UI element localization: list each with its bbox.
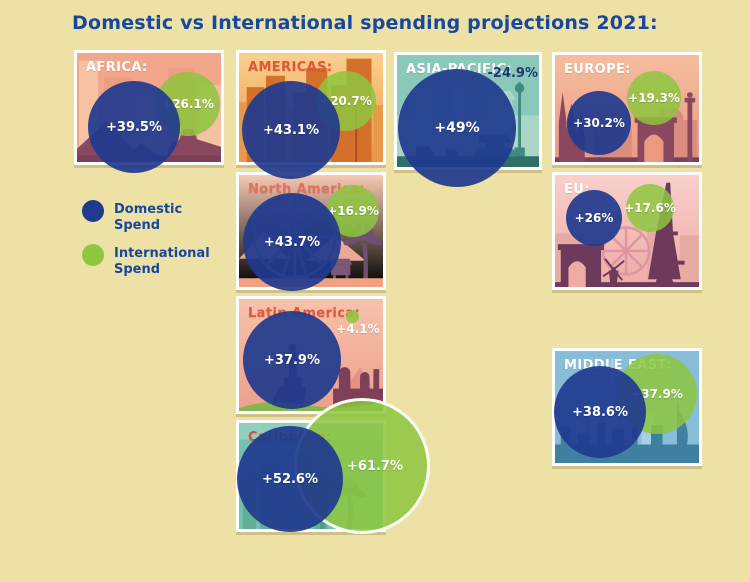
domestic-spend-swatch — [82, 200, 104, 222]
legend-row-domestic: Domestic Spend — [82, 200, 210, 235]
domestic-spend-label: Domestic Spend — [114, 202, 183, 234]
region-tile-eu: EU: — [552, 172, 702, 290]
europe-domestic-bubble: +30.2% — [567, 91, 631, 155]
latin-america-international-value: +4.1% — [336, 322, 380, 336]
africa-domestic-bubble: +39.5% — [88, 81, 180, 173]
region-title-americas: AMERICAS: — [248, 60, 333, 75]
legend-row-international: International Spend — [82, 243, 210, 279]
page-title: Domestic vs International spending proje… — [72, 12, 658, 34]
asia-pacific-domestic-bubble: +49% — [398, 69, 516, 187]
eu-international-bubble: +17.6% — [624, 184, 676, 232]
latin-america-international-bubble — [346, 310, 359, 323]
caribbean-domestic-bubble: +52.6% — [237, 426, 343, 532]
asia-pacific-international-value: -24.9% — [487, 66, 539, 81]
europe-international-bubble: +19.3% — [627, 71, 681, 125]
international-spend-label: International Spend — [114, 245, 210, 277]
region-title-africa: AFRICA: — [86, 60, 148, 75]
eu-domestic-bubble: +26% — [566, 190, 622, 246]
legend: Domestic Spend International Spend — [82, 200, 210, 287]
north-america-domestic-bubble: +43.7% — [243, 193, 341, 291]
latin-america-domestic-bubble: +37.9% — [243, 311, 341, 409]
middle-east-domestic-bubble: +38.6% — [554, 366, 646, 458]
international-spend-swatch — [82, 243, 104, 266]
americas-domestic-bubble: +43.1% — [242, 81, 340, 179]
region-title-europe: EUROPE: — [564, 62, 631, 77]
